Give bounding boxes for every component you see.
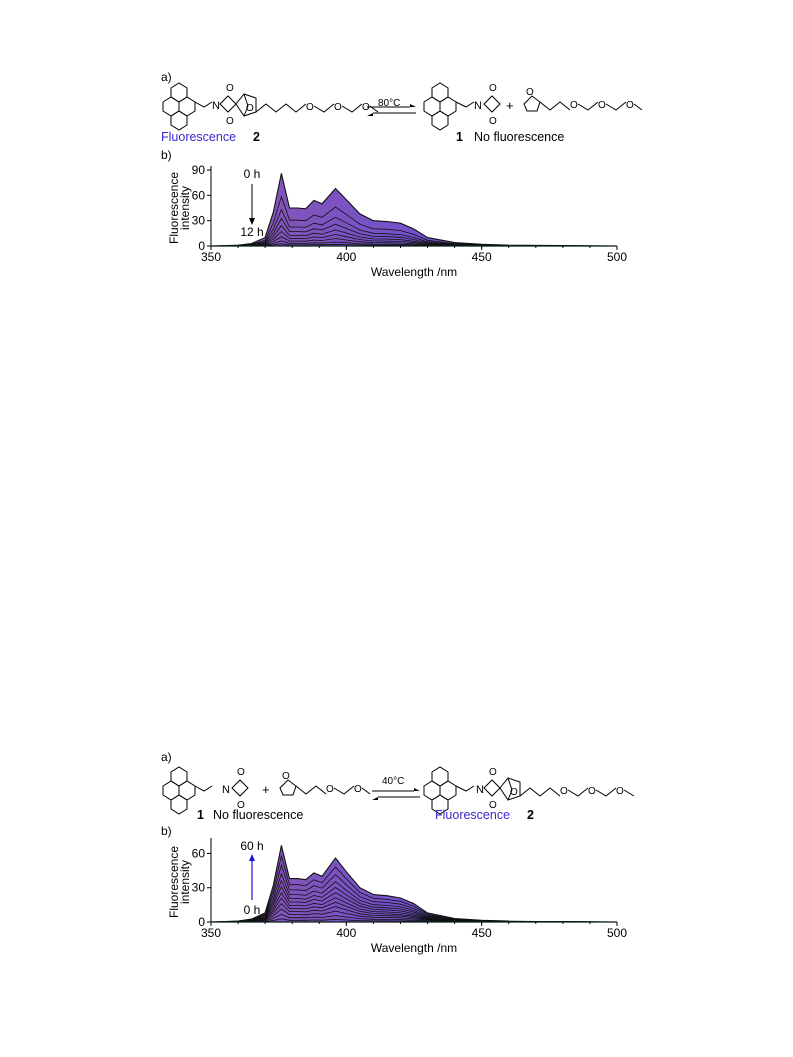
ether-o-5: O xyxy=(616,786,624,797)
furan-ring xyxy=(523,95,541,112)
plus-sign: + xyxy=(506,98,514,113)
ether-o-5: O xyxy=(598,100,606,111)
fluorescence-label: Fluorescence xyxy=(435,808,511,822)
y-tick-label: 90 xyxy=(192,163,206,177)
y-axis-title-line1: Fluorescence xyxy=(167,172,181,244)
x-tick-label: 400 xyxy=(336,926,356,940)
y-tick-label: 60 xyxy=(192,188,206,202)
no-fluorescence-label: No fluorescence xyxy=(474,130,565,144)
emission-spectra-chart-top: 350 400 450 500 0 30 60 90 Wavelength /nm Fluores… xyxy=(167,163,627,279)
carbonyl-o-1: O xyxy=(226,83,234,94)
scheme-label: a) xyxy=(161,750,172,764)
x-tick-label: 500 xyxy=(607,926,627,940)
y-tick-label: 30 xyxy=(192,214,206,228)
ether-o-3: O xyxy=(560,786,568,797)
x-axis-title: Wavelength /nm xyxy=(371,265,457,279)
peg-chain-left xyxy=(255,103,307,113)
x-tick-label: 500 xyxy=(607,250,627,264)
peg-chain-right xyxy=(519,787,561,797)
condition-label: 80°C xyxy=(378,98,401,109)
maleimide-ring xyxy=(483,95,501,113)
time-end-label: 0 h xyxy=(244,903,261,917)
imide-n-left: N xyxy=(212,100,220,112)
pyrene-structure-right xyxy=(423,766,457,815)
bridge-o: O xyxy=(510,787,518,798)
time-end-label: 12 h xyxy=(240,225,263,239)
y-axis-title-line2: intensity xyxy=(178,860,192,904)
pyrene-structure-left xyxy=(162,82,196,131)
y-tick-label: 30 xyxy=(192,881,206,895)
x-tick-label: 400 xyxy=(336,250,356,264)
spectrum-area xyxy=(211,173,617,246)
carbonyl-o-2: O xyxy=(226,116,234,127)
oxanorbornene-adduct xyxy=(219,93,257,117)
scheme-label: a) xyxy=(161,70,172,84)
ether-o-2: O xyxy=(354,784,362,795)
ether-o-4: O xyxy=(570,100,578,111)
bottom-figure: a) N O O + O O O N xyxy=(0,740,793,1040)
ether-o-2: O xyxy=(334,102,342,113)
carbonyl-o-4: O xyxy=(489,800,497,811)
spectrum-line xyxy=(210,845,618,923)
chart-label: b) xyxy=(161,824,172,838)
x-tick-label: 450 xyxy=(472,250,492,264)
imide-n-right: N xyxy=(476,784,484,796)
imide-n-right: N xyxy=(474,100,482,112)
imide-n-left: N xyxy=(222,784,230,796)
y-tick-label: 0 xyxy=(198,915,205,929)
compound-number-2: 2 xyxy=(527,808,534,822)
emission-spectra-chart-bottom: 350 400 450 500 0 30 60 Wavelength /nm Fluoresce… xyxy=(167,838,627,955)
y-axis-title-line1: Fluorescence xyxy=(167,846,181,918)
spectrum-line xyxy=(210,173,618,247)
x-tick-label: 450 xyxy=(472,926,492,940)
ether-o-1: O xyxy=(306,102,314,113)
reaction-scheme-bottom: N O O + O O O N O O O O xyxy=(162,766,635,815)
carbonyl-o-1: O xyxy=(237,767,245,778)
linker-left xyxy=(194,101,213,108)
pyrene-structure-left xyxy=(162,766,196,815)
furan-o: O xyxy=(282,771,290,782)
carbonyl-o-3: O xyxy=(489,767,497,778)
y-axis-title-line2: intensity xyxy=(178,186,192,230)
ether-o-3: O xyxy=(362,102,370,113)
peg-chain-left xyxy=(295,785,327,795)
carbonyl-o-4: O xyxy=(489,116,497,127)
time-arrow-head xyxy=(249,854,255,861)
chart-label: b) xyxy=(161,148,172,162)
y-tick-label: 0 xyxy=(198,239,205,253)
y-tick-label: 60 xyxy=(192,846,206,860)
spectrum-line xyxy=(210,195,618,247)
x-axis-title: Wavelength /nm xyxy=(371,941,457,955)
pyrene-structure-right xyxy=(423,82,457,131)
compound-number-2: 2 xyxy=(253,130,260,144)
spectrum-area xyxy=(211,845,617,922)
bridge-o: O xyxy=(246,103,254,114)
x-tick-label: 350 xyxy=(201,926,221,940)
plus-sign: + xyxy=(262,782,270,797)
furan-o: O xyxy=(526,87,534,98)
time-arrow-head xyxy=(249,218,255,225)
fluorescence-label: Fluorescence xyxy=(161,130,237,144)
maleimide-ring xyxy=(231,779,249,797)
no-fluorescence-label: No fluorescence xyxy=(213,808,304,822)
ether-o-1: O xyxy=(326,784,334,795)
time-start-label: 0 h xyxy=(244,167,261,181)
compound-number-1: 1 xyxy=(197,808,204,822)
x-tick-label: 350 xyxy=(201,250,221,264)
carbonyl-o-3: O xyxy=(489,83,497,94)
ether-o-6: O xyxy=(626,100,634,111)
peg-chain-right xyxy=(539,101,571,111)
oxanorbornene-adduct xyxy=(483,777,521,801)
top-figure: a) N O O O O O O xyxy=(0,0,793,300)
carbonyl-o-2: O xyxy=(237,800,245,811)
furan-ring xyxy=(279,779,297,796)
ether-o-4: O xyxy=(588,786,596,797)
compound-number-1: 1 xyxy=(456,130,463,144)
condition-label: 40°C xyxy=(382,776,405,787)
reaction-scheme-top: N O O O O O O N O O + xyxy=(162,82,643,131)
time-start-label: 60 h xyxy=(240,839,263,853)
